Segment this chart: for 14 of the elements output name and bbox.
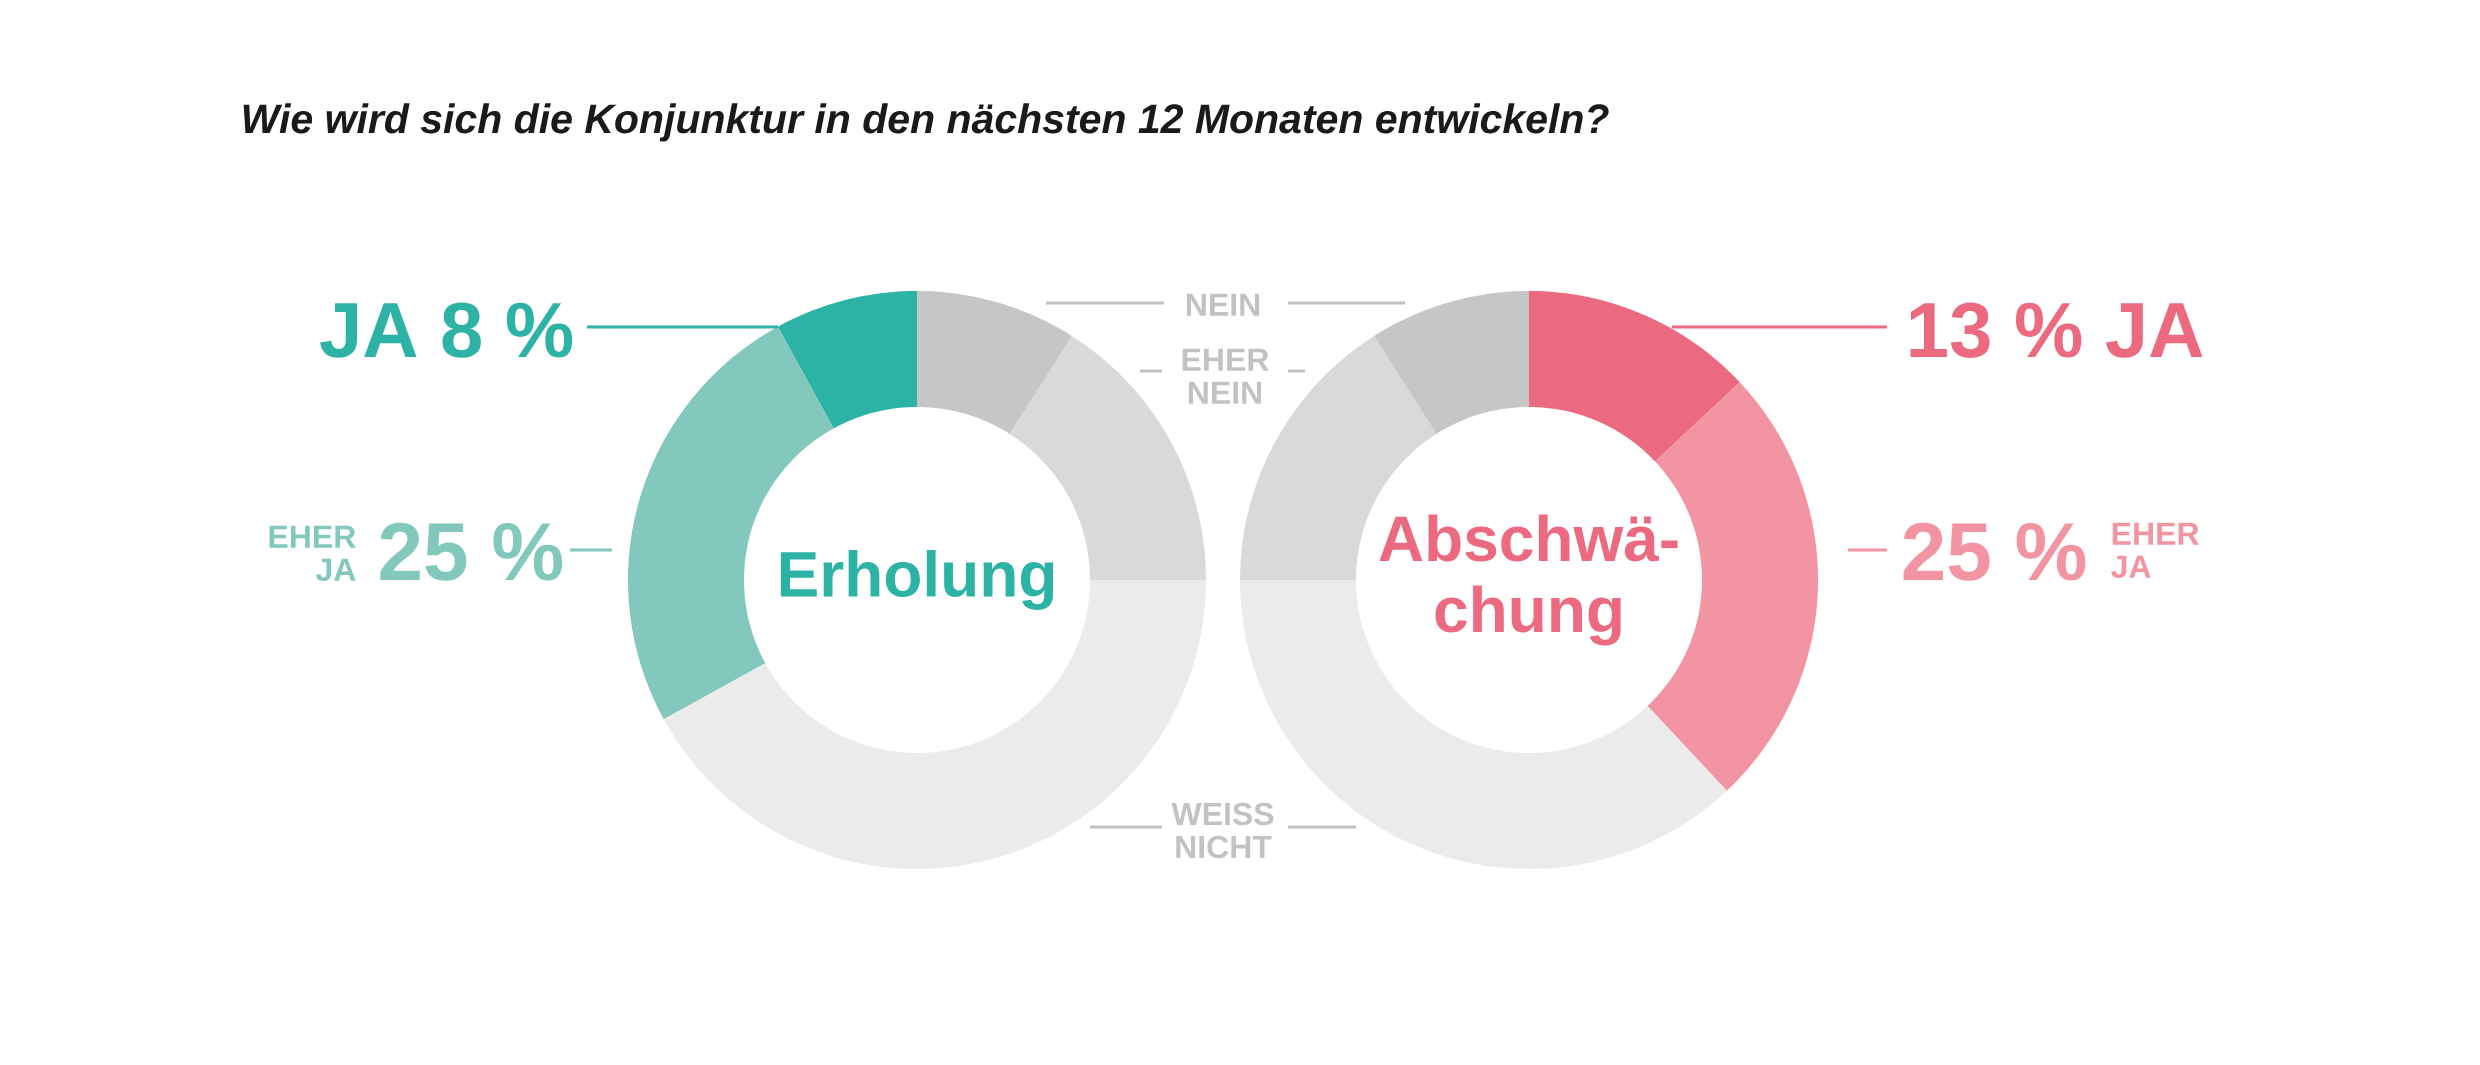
- data-label: 25 %: [1903, 522, 2086, 581]
- data-label: 25 %: [380, 522, 563, 581]
- text: Abschwä-chung: [1379, 514, 1678, 646]
- text: Erholung: [780, 549, 1054, 610]
- slice-label: JA: [2106, 303, 2203, 358]
- slice-label: EHER NEIN: [1182, 348, 1269, 404]
- slice-label: EHER JA: [2111, 522, 2199, 578]
- slice-label: EHER JA: [269, 525, 356, 581]
- legend-label: NEIN: [1186, 293, 1260, 316]
- data-label: 8 %: [442, 302, 573, 358]
- slice-label: JA: [320, 303, 417, 358]
- data-label: 13 %: [1910, 302, 2082, 358]
- chart-title: Wie wird sich die Konjunktur in den nächsten 12 Monaten entwickeln?: [243, 103, 1609, 142]
- slice-label: WEISS NICHT: [1171, 802, 1274, 859]
